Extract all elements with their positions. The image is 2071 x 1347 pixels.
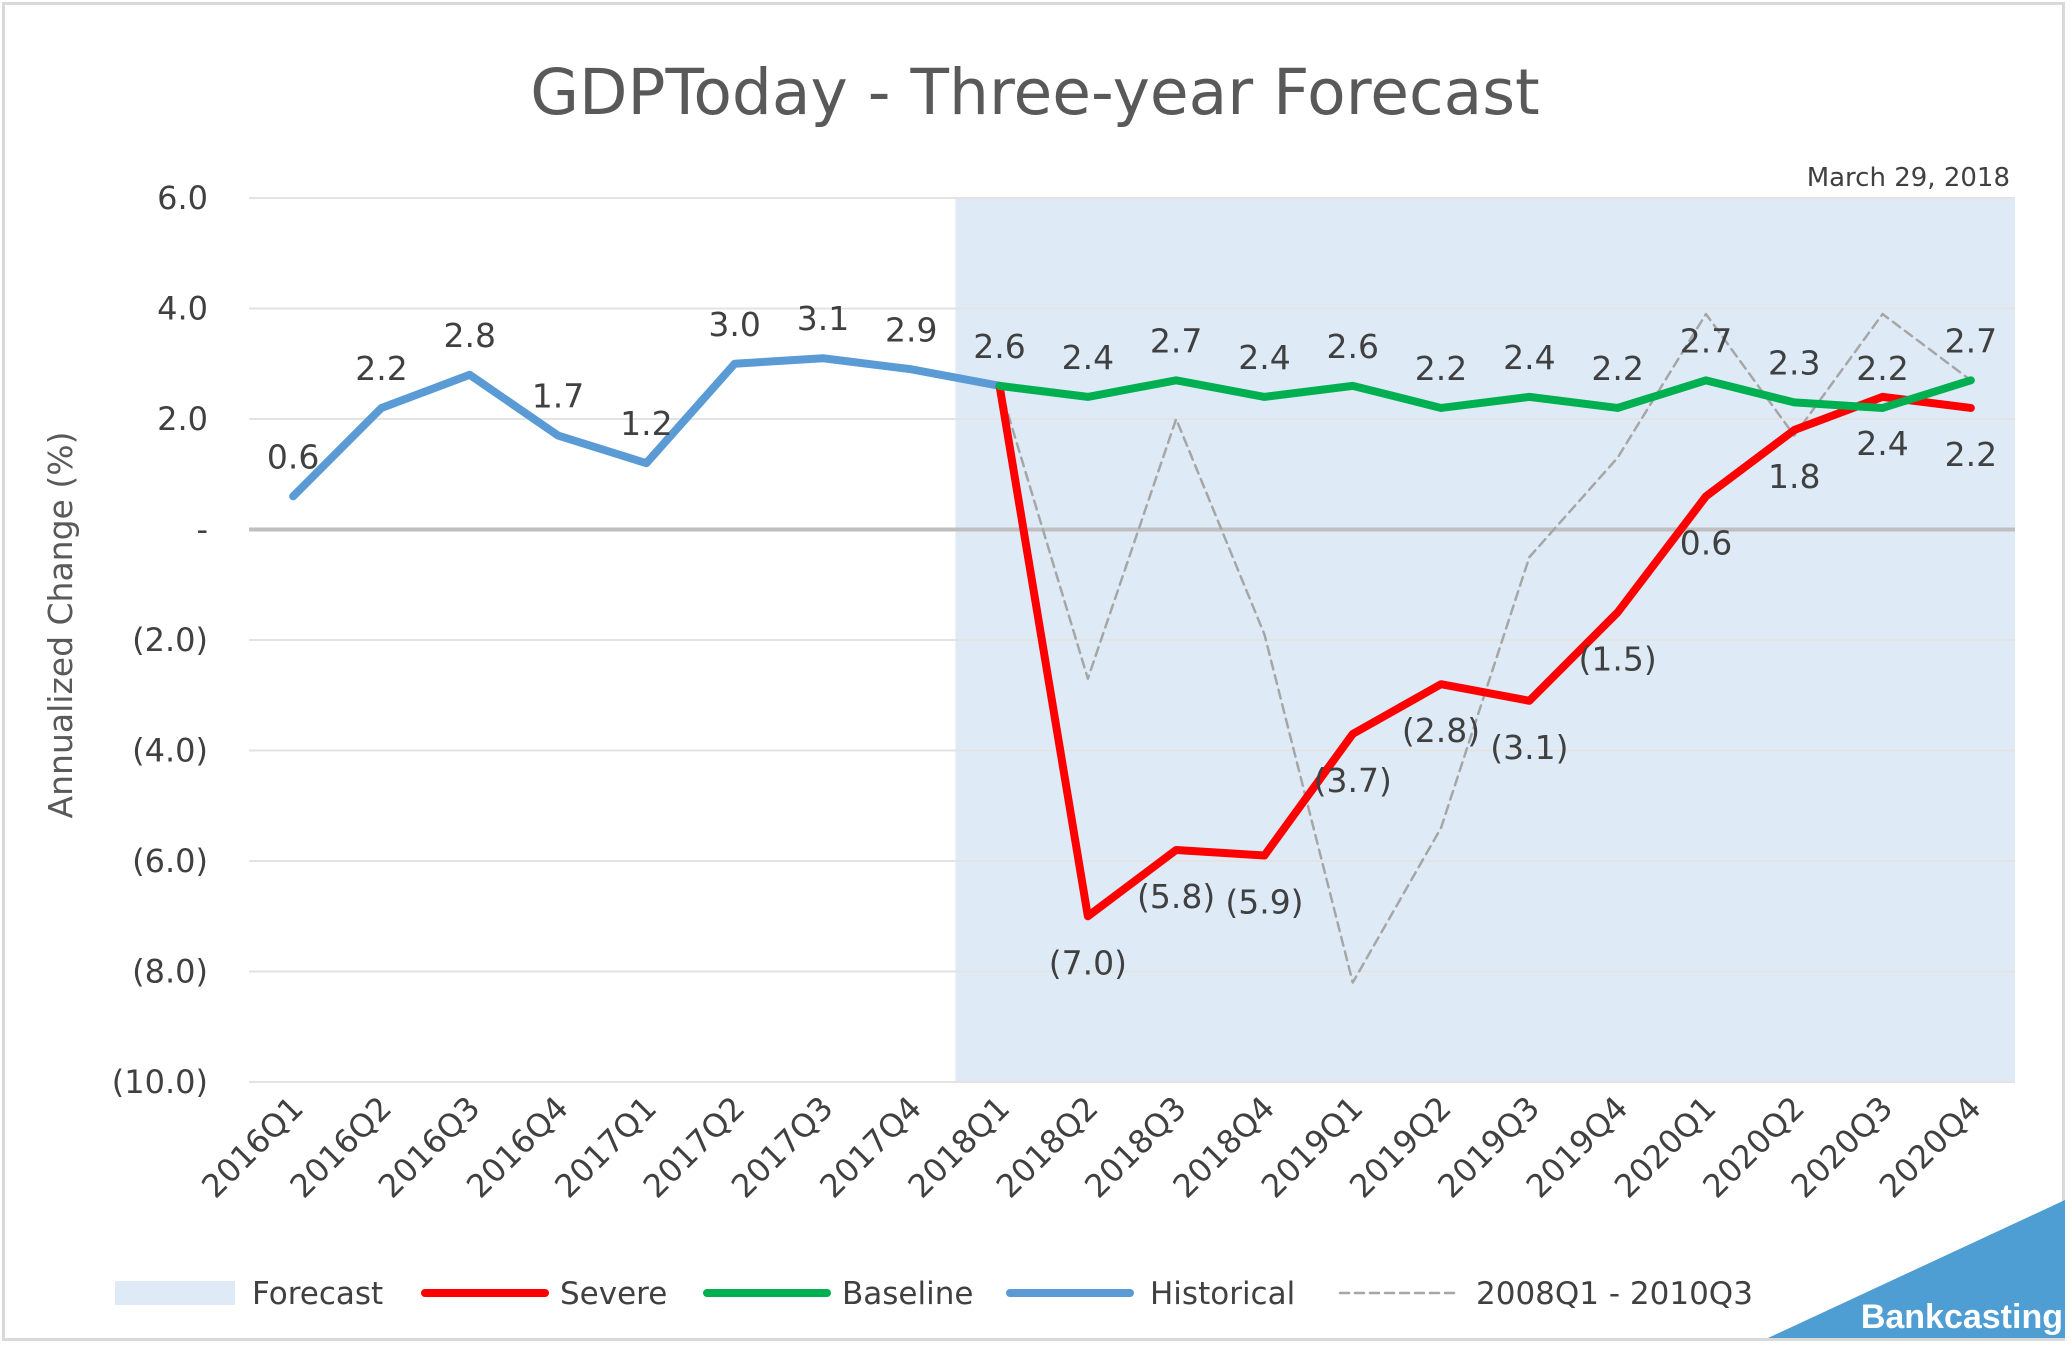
data-label-baseline: 2.6 [1327, 327, 1379, 366]
series-line-severe [995, 381, 1975, 921]
legend-label-historical: Historical [1150, 1276, 1295, 1312]
data-label-severe: (3.7) [1314, 761, 1392, 800]
data-label-historical: 2.6 [973, 327, 1025, 366]
y-tick-label: - [196, 511, 208, 549]
x-axis-ticks: 2016Q12016Q22016Q32016Q42017Q12017Q22017… [194, 1089, 1988, 1206]
y-tick-label: (2.0) [132, 621, 208, 659]
data-label-baseline: 2.4 [1503, 338, 1555, 377]
data-label-baseline: 2.7 [1945, 321, 1997, 360]
y-tick-label: 6.0 [157, 179, 208, 217]
data-label-severe: (3.1) [1490, 728, 1568, 767]
legend-label-2008q1-2010q3: 2008Q1 - 2010Q3 [1476, 1276, 1753, 1312]
legend-label-severe: Severe [560, 1276, 667, 1312]
legend-swatch-forecast [115, 1281, 235, 1305]
data-labels: 0.6 2.2 2.8 1.7 1.2 3.0 3.1 2.9 2.6 2.4 2.7 2.4 2.6 2… [267, 299, 1997, 982]
data-label-historical: 2.8 [444, 316, 496, 355]
data-label-severe: (2.8) [1402, 711, 1480, 750]
y-axis-ticks: 6.0 4.0 2.0 - (2.0) (4.0) (6.0) (8.0) (10.0) [112, 179, 208, 1101]
y-tick-label: 2.0 [157, 400, 208, 438]
data-label-severe: (1.5) [1579, 639, 1657, 678]
series-line-historical [289, 354, 1004, 501]
data-label-baseline: 2.7 [1150, 321, 1202, 360]
y-tick-label: (4.0) [132, 732, 208, 770]
data-label-severe: 0.6 [1680, 523, 1732, 562]
data-label-historical: 2.9 [885, 310, 937, 349]
data-label-baseline: 2.3 [1768, 343, 1820, 382]
data-label-historical: 3.1 [797, 299, 849, 338]
data-label-baseline: 2.7 [1680, 321, 1732, 360]
data-label-severe: 2.2 [1945, 435, 1997, 474]
data-label-historical: 1.2 [620, 404, 672, 443]
data-label-severe: (5.8) [1137, 877, 1215, 916]
y-axis-label: Annualized Change (%) [41, 432, 80, 819]
data-label-historical: 1.7 [532, 377, 584, 416]
data-label-baseline: 2.2 [1415, 349, 1467, 388]
legend-label-forecast: Forecast [252, 1276, 383, 1312]
data-label-baseline: 2.2 [1856, 349, 1908, 388]
series-lines [289, 312, 1975, 984]
data-label-severe: (5.9) [1225, 882, 1303, 921]
y-tick-label: (8.0) [132, 953, 208, 991]
y-tick-label: (10.0) [112, 1063, 208, 1101]
data-label-historical: 2.2 [355, 349, 407, 388]
series-line-baseline [995, 376, 1975, 412]
bankcasting-logo-text: Bankcasting [1861, 1298, 2063, 1336]
gridlines [249, 197, 2015, 1083]
y-tick-label: (6.0) [132, 842, 208, 880]
legend-label-baseline: Baseline [842, 1276, 973, 1312]
legend: Forecast Severe Baseline Historical 2008Q1 -… [115, 1276, 1753, 1312]
data-label-baseline: 2.4 [1062, 338, 1114, 377]
data-label-severe: 2.4 [1856, 424, 1908, 463]
data-label-historical: 0.6 [267, 437, 319, 476]
data-label-historical: 3.0 [708, 305, 760, 344]
data-label-severe: (7.0) [1049, 943, 1127, 982]
data-label-baseline: 2.4 [1238, 338, 1290, 377]
y-tick-label: 4.0 [157, 290, 208, 328]
bankcasting-logo-banner [1768, 1200, 2065, 1338]
chart-title: GDPToday - Three-year Forecast [530, 56, 1540, 129]
data-label-severe: 1.8 [1768, 457, 1820, 496]
date-note: March 29, 2018 [1807, 163, 2010, 193]
data-label-baseline: 2.2 [1591, 349, 1643, 388]
